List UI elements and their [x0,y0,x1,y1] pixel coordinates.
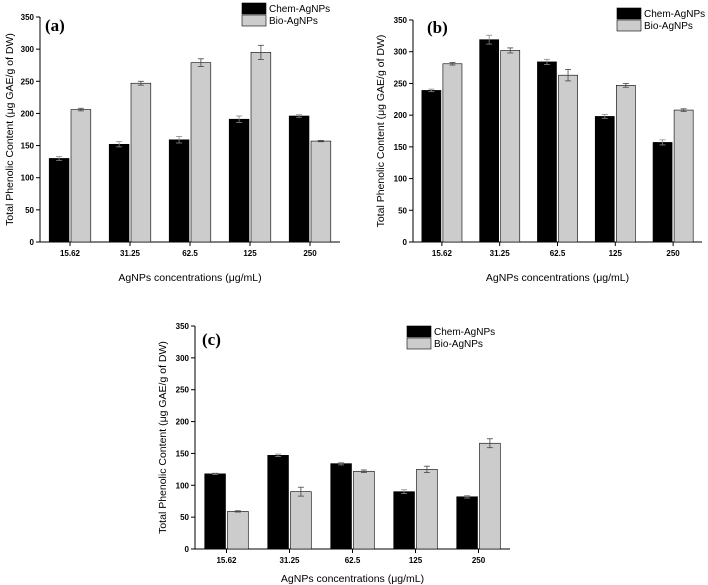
legend-swatch-chem [406,325,432,338]
bar-chem-agnps [393,491,415,550]
bar-bio-agnps [500,50,521,243]
y-tick-label: 150 [394,143,408,152]
bar-bio-agnps [250,52,272,243]
bar-bio-agnps [673,109,694,243]
legend-label: Bio-AgNPs [269,16,318,27]
legend-swatch-bio [241,14,267,27]
bar-chem-agnps [168,139,190,243]
x-tick-label: 62.5 [182,249,198,258]
legend-swatch-chem [616,7,642,20]
bar-chem-agnps [228,118,250,243]
bar-bio-agnps [479,442,501,550]
bar-chem-agnps [48,158,70,243]
y-tick-label: 150 [176,449,190,458]
bar-bio-agnps [442,63,463,243]
y-tick-label: 200 [21,109,35,118]
bar-chem-agnps [652,142,673,243]
y-tick-label: 50 [25,206,34,215]
y-tick-label: 350 [21,13,35,22]
bar-bio-agnps [310,140,332,243]
x-tick-label: 15.62 [216,556,237,565]
y-tick-label: 300 [394,48,408,57]
y-tick-label: 250 [21,77,35,86]
y-tick-label: 100 [394,175,408,184]
x-tick-label: 31.25 [279,556,300,565]
bar-chem-agnps [267,455,289,550]
bar-bio-agnps [227,511,249,550]
y-tick-label: 300 [21,45,35,54]
x-tick-label: 31.25 [490,249,511,258]
y-tick-label: 0 [403,238,408,247]
x-tick-label: 62.5 [550,249,566,258]
x-tick-label: 250 [472,556,486,565]
bar-bio-agnps [70,109,92,243]
x-tick-label: 15.62 [60,249,81,258]
x-tick-label: 31.25 [120,249,141,258]
bar-bio-agnps [558,74,578,243]
y-tick-label: 150 [21,142,35,151]
bar-chem-agnps [421,90,442,243]
bar-chem-agnps [204,473,226,550]
bar-bio-agnps [615,85,636,243]
y-tick-label: 100 [176,481,190,490]
x-axis-label: AgNPs concentrations (μg/mL) [118,272,261,284]
x-tick-label: 125 [409,556,423,565]
x-axis-label: AgNPs concentrations (μg/mL) [486,272,629,284]
y-tick-label: 250 [394,79,408,88]
bar-bio-agnps [130,82,152,243]
bar-bio-agnps [190,62,212,243]
legend-label: Bio-AgNPs [644,21,693,32]
chart-panel: 0 50 100 150 200 250 300 350 15.62 31.25 62.5 125 25… [4,2,340,284]
y-tick-label: 200 [176,418,190,427]
y-tick-label: 0 [185,545,190,554]
x-axis-label: AgNPs concentrations (μg/mL) [281,573,424,585]
legend-swatch-bio [406,337,432,350]
y-tick-label: 350 [394,16,408,25]
panel-label: (b) [427,18,448,37]
legend-label: Bio-AgNPs [434,339,483,350]
y-tick-label: 50 [398,206,407,215]
legend-swatch-chem [241,2,267,15]
y-tick-label: 50 [180,513,189,522]
bar-bio-agnps [290,491,312,550]
legend-label: Chem-AgNPs [644,9,705,20]
panel-label: (a) [45,16,65,35]
legend-label: Chem-AgNPs [434,327,495,338]
x-tick-label: 125 [609,249,623,258]
legend-label: Chem-AgNPs [269,4,330,15]
y-tick-label: 350 [176,322,190,331]
y-tick-label: 300 [176,354,190,363]
y-tick-label: 250 [176,386,190,395]
y-tick-label: 200 [394,111,408,120]
chart-panel: 0 50 100 150 200 250 300 350 15.62 31.25 62.5 125 25… [157,322,510,585]
bar-bio-agnps [353,470,375,550]
bar-chem-agnps [594,116,615,243]
bar-bio-agnps [416,469,438,550]
y-axis-label: Total Phenolic Content (μg GAE/g of DW) [157,341,169,534]
bar-chem-agnps [288,115,310,243]
bar-chem-agnps [456,496,478,550]
panel-label: (c) [202,330,221,349]
x-tick-label: 250 [303,249,317,258]
legend-swatch-bio [616,19,642,32]
bar-chem-agnps [537,61,557,243]
x-tick-label: 125 [243,249,257,258]
chart-panel: 0 50 100 150 200 250 300 350 15.62 31.25 62.5 125 25… [375,7,705,284]
x-tick-label: 62.5 [345,556,361,565]
y-axis-label: Total Phenolic Content (μg GAE/g of DW) [375,35,387,228]
y-tick-label: 0 [30,238,35,247]
bar-chem-agnps [108,143,130,243]
bar-chem-agnps [479,39,500,243]
x-tick-label: 250 [666,249,680,258]
bar-chem-agnps [330,463,352,550]
y-axis-label: Total Phenolic Content (μg GAE/g of DW) [4,33,16,226]
y-tick-label: 100 [21,174,35,183]
x-tick-label: 15.62 [432,249,453,258]
